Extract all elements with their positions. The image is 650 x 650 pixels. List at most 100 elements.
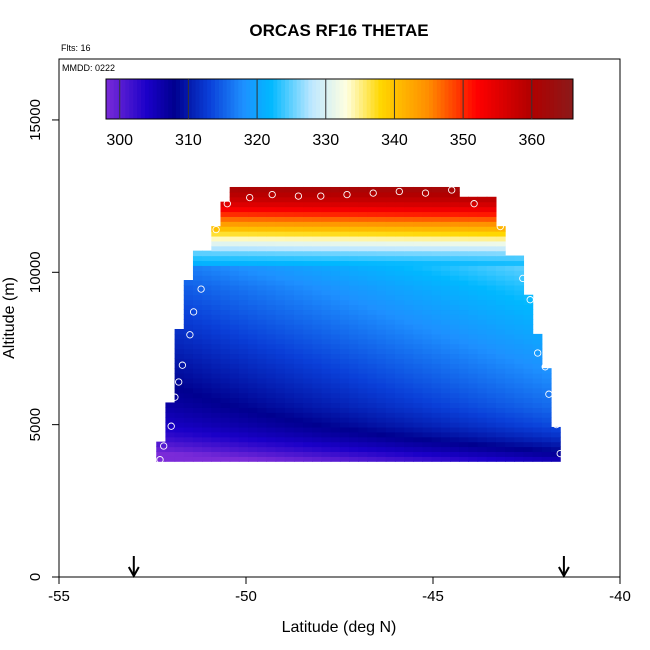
thetae-cell: [238, 402, 249, 408]
thetae-cell: [431, 333, 442, 340]
thetae-cell: [431, 270, 442, 276]
thetae-cell: [514, 270, 525, 276]
thetae-cell: [229, 392, 240, 399]
thetae-cell: [477, 377, 488, 384]
thetae-cell: [330, 231, 341, 237]
thetae-cell: [404, 407, 414, 413]
thetae-cell: [330, 255, 341, 262]
thetae-cell: [376, 216, 387, 222]
thetae-cell: [220, 245, 231, 252]
thetae-cell: [202, 387, 212, 394]
thetae-cell: [394, 407, 405, 413]
thetae-cell: [404, 353, 414, 359]
thetae-cell: [339, 407, 350, 413]
thetae-cell: [367, 373, 378, 379]
thetae-cell: [459, 294, 469, 301]
thetae-cell: [505, 392, 515, 399]
thetae-cell: [275, 402, 286, 408]
thetae-cell: [248, 309, 258, 315]
thetae-cell: [303, 441, 313, 448]
thetae-cell: [312, 206, 323, 213]
thetae-cell: [394, 412, 405, 418]
thetae-cell: [385, 382, 396, 389]
thetae-cell: [339, 260, 350, 266]
thetae-cell: [229, 265, 240, 271]
thetae-cell: [284, 284, 295, 291]
thetae-cell: [248, 436, 258, 443]
thetae-cell: [376, 294, 387, 301]
thetae-cell: [514, 328, 525, 335]
thetae-cell: [450, 211, 460, 217]
thetae-cell: [275, 412, 286, 418]
thetae-cell: [293, 250, 304, 257]
thetae-cell: [220, 382, 231, 389]
thetae-cell: [440, 265, 451, 271]
thetae-cell: [202, 373, 212, 379]
thetae-cell: [266, 417, 277, 423]
thetae-cell: [376, 348, 387, 355]
thetae-cell: [495, 231, 506, 237]
thetae-cell: [220, 392, 231, 399]
thetae-cell: [349, 260, 359, 266]
thetae-cell: [486, 289, 497, 296]
thetae-cell: [257, 221, 267, 227]
thetae-cell: [541, 417, 552, 423]
thetae-cell: [394, 333, 405, 340]
colorbar-segment: [495, 79, 500, 119]
thetae-cell: [183, 353, 194, 359]
thetae-cell: [266, 324, 277, 330]
thetae-cell: [394, 422, 405, 428]
thetae-cell: [413, 294, 424, 301]
thetae-cell: [459, 451, 469, 457]
thetae-cell: [284, 240, 295, 247]
thetae-cell: [174, 412, 185, 418]
thetae-cell: [431, 221, 442, 227]
thetae-cell: [202, 402, 212, 408]
thetae-cell: [349, 436, 359, 443]
thetae-cell: [514, 358, 525, 364]
thetae-cell: [165, 431, 176, 438]
thetae-cell: [376, 255, 387, 262]
thetae-cell: [202, 270, 212, 276]
thetae-cell: [293, 422, 304, 428]
thetae-cell: [248, 211, 258, 217]
thetae-cell: [477, 240, 488, 247]
thetae-cell: [349, 319, 359, 325]
thetae-cell: [238, 441, 249, 448]
thetae-cell: [422, 363, 433, 369]
thetae-cell: [238, 265, 249, 271]
thetae-cell: [248, 328, 258, 335]
thetae-cell: [477, 412, 488, 418]
thetae-cell: [339, 348, 350, 355]
thetae-cell: [422, 211, 433, 217]
thetae-cell: [266, 348, 277, 355]
thetae-cell: [385, 431, 396, 438]
thetae-cell: [450, 299, 460, 306]
flight-point: [317, 192, 325, 200]
thetae-cell: [541, 446, 552, 453]
colorbar-segment: [502, 79, 508, 119]
thetae-cell: [477, 309, 488, 315]
thetae-cell: [514, 407, 525, 413]
thetae-cell: [303, 422, 313, 428]
thetae-cell: [495, 289, 506, 296]
thetae-cell: [495, 270, 506, 276]
thetae-cell: [459, 412, 469, 418]
thetae-cell: [257, 387, 267, 394]
thetae-cell: [440, 235, 451, 242]
thetae-cell: [330, 417, 341, 423]
thetae-cell: [339, 231, 350, 237]
thetae-cell: [339, 191, 350, 198]
thetae-cell: [450, 358, 460, 364]
thetae-cell: [284, 319, 295, 325]
thetae-cell: [339, 206, 350, 213]
thetae-cell: [330, 451, 341, 457]
thetae-cell: [165, 436, 176, 443]
thetae-cell: [275, 299, 286, 306]
thetae-cell: [505, 284, 515, 291]
thetae-cell: [174, 456, 185, 462]
thetae-cell: [376, 431, 387, 438]
thetae-cell: [523, 319, 534, 325]
thetae-cell: [183, 289, 194, 296]
colorbar-segment: [214, 79, 220, 119]
